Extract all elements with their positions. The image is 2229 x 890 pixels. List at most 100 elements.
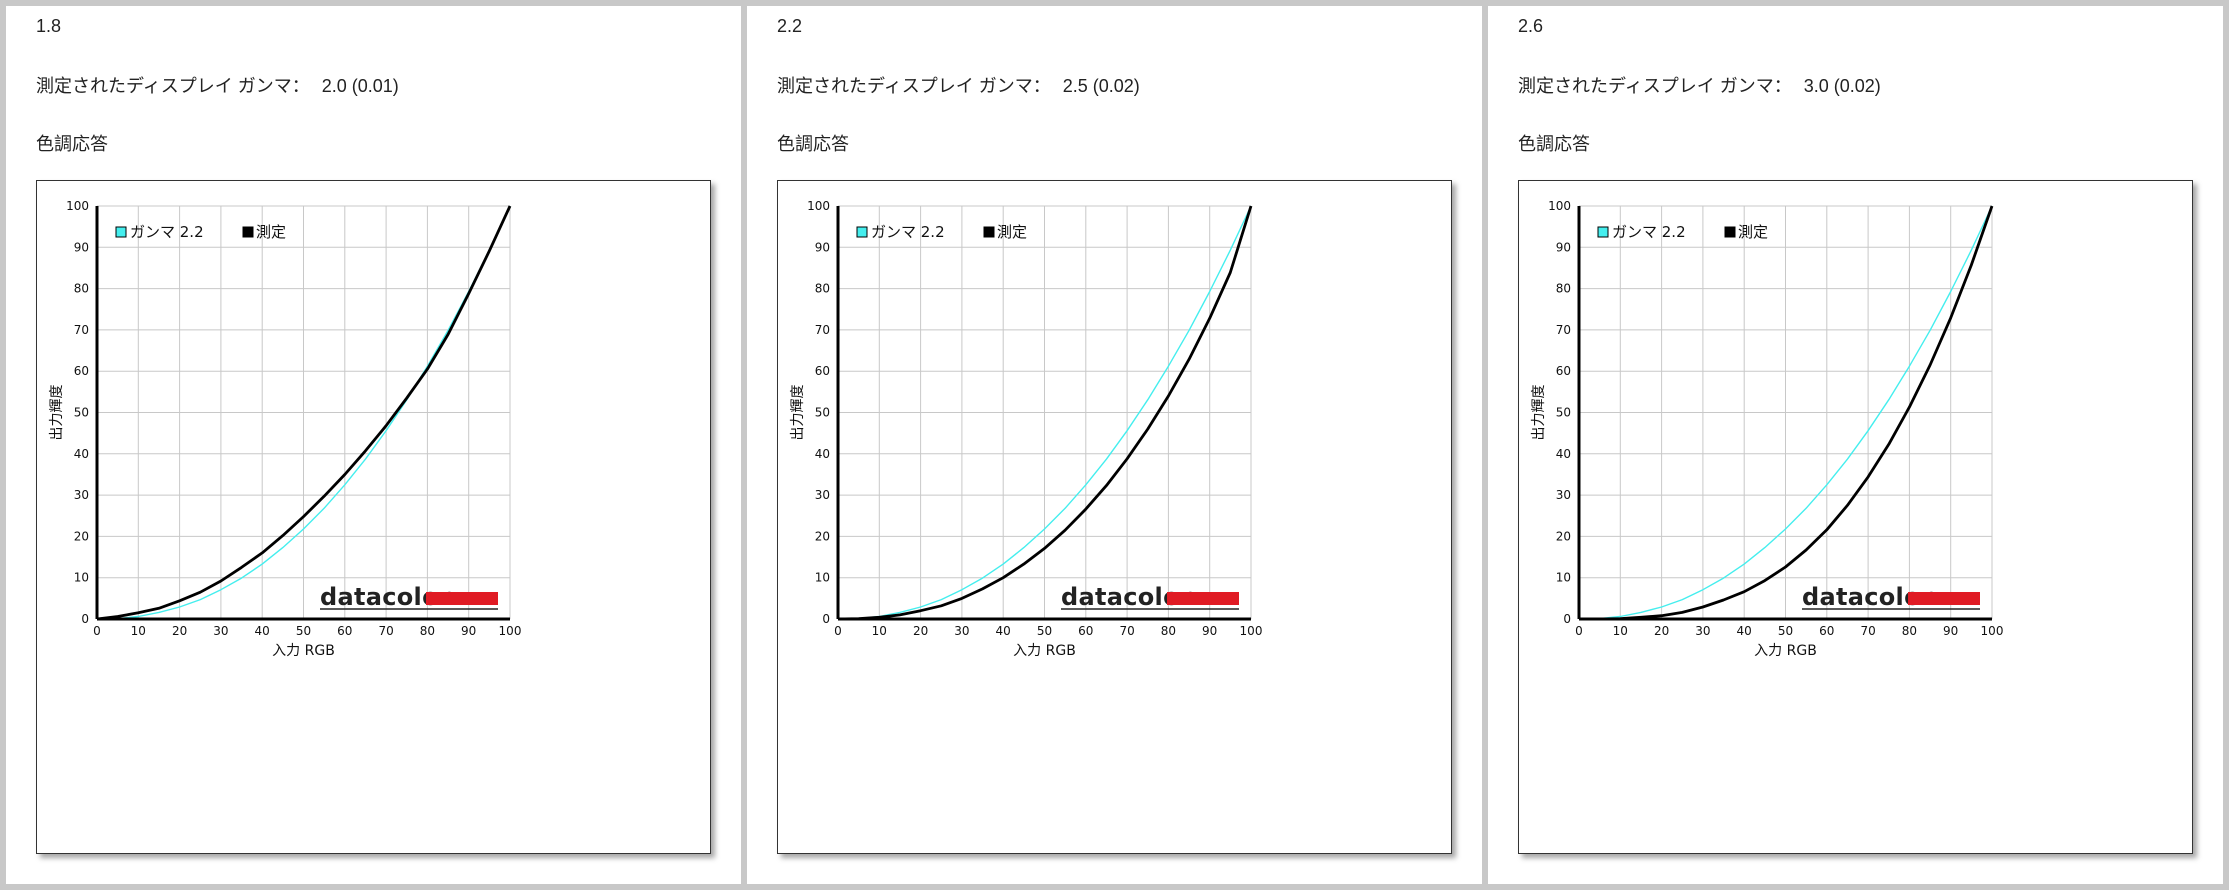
x-tick-label: 60: [1078, 624, 1093, 638]
legend-swatch-measured: [983, 226, 995, 238]
reference-series-line: [1578, 205, 1993, 620]
x-tick-label: 10: [872, 624, 887, 638]
x-tick-label: 0: [1575, 624, 1583, 638]
x-tick-label: 20: [913, 624, 928, 638]
x-tick-label: 40: [255, 624, 270, 638]
tone-response-heading: 色調応答: [36, 134, 108, 154]
logo-red-bar: [1167, 592, 1239, 605]
x-tick-label: 100: [1981, 624, 2004, 638]
x-axis-label: 入力 RGB: [1754, 643, 1817, 659]
x-tick-label: 30: [954, 624, 969, 638]
measured-gamma: 測定されたディスプレイ ガンマ： 2.5 (0.02): [777, 72, 1140, 98]
y-tick-label: 0: [1563, 612, 1571, 626]
legend-swatch-reference: [115, 226, 127, 238]
chart-svg: 0 10 20 30 40 50 60 70 80 90 100 0 10 20 30 40 50 60 70 80 9…: [49, 199, 521, 659]
x-axis-label: 入力 RGB: [1013, 643, 1076, 659]
y-tick-label: 60: [815, 364, 830, 378]
x-tick-label: 50: [1778, 624, 1793, 638]
x-tick-label: 10: [1613, 624, 1628, 638]
y-tick-label: 80: [1556, 282, 1571, 296]
y-tick-label: 90: [815, 240, 830, 254]
y-tick-label: 70: [815, 323, 830, 337]
x-tick-label: 80: [420, 624, 435, 638]
x-tick-label: 50: [296, 624, 311, 638]
y-axis-label: 出力輝度: [790, 385, 806, 441]
y-tick-label: 60: [1556, 364, 1571, 378]
x-tick-label: 70: [1860, 624, 1875, 638]
x-tick-label: 20: [172, 624, 187, 638]
legend-label-reference: ガンマ 2.2: [1612, 223, 1686, 241]
y-tick-label: 20: [74, 529, 89, 543]
y-tick-label: 40: [815, 447, 830, 461]
measured-series-line: [837, 205, 1253, 621]
tone-response-chart: 0 10 20 30 40 50 60 70 80 90 100 0 10 20 30 40 50 60 70 80 9…: [777, 180, 1452, 854]
panel-gamma-1-8: 1.8 測定されたディスプレイ ガンマ： 2.0 (0.01) 色調応答 0 10 2…: [6, 6, 741, 884]
reference-series-line: [837, 205, 1252, 620]
measured-series-line: [96, 205, 512, 621]
y-tick-label: 50: [1556, 406, 1571, 420]
panel-title: 2.2: [777, 16, 803, 36]
logo-red-bar: [426, 592, 498, 605]
x-tick-label: 10: [131, 624, 146, 638]
y-tick-label: 10: [74, 571, 89, 585]
y-tick-label: 10: [1556, 571, 1571, 585]
x-tick-label: 70: [1119, 624, 1134, 638]
legend-label-measured: 測定: [1738, 223, 1768, 241]
legend-swatch-measured: [1724, 226, 1736, 238]
x-tick-label: 20: [1654, 624, 1669, 638]
y-tick-label: 70: [1556, 323, 1571, 337]
panel-title: 1.8: [36, 16, 62, 36]
legend-swatch-reference: [1597, 226, 1609, 238]
x-tick-label: 30: [1695, 624, 1710, 638]
x-axis-label: 入力 RGB: [272, 643, 335, 659]
x-tick-label: 80: [1161, 624, 1176, 638]
legend-label-measured: 測定: [997, 223, 1027, 241]
y-tick-label: 0: [822, 612, 830, 626]
legend-label-measured: 測定: [256, 223, 286, 241]
measured-gamma: 測定されたディスプレイ ガンマ： 3.0 (0.02): [1518, 72, 1881, 98]
measured-gamma-value: 2.5 (0.02): [1062, 76, 1140, 96]
chart-svg: 0 10 20 30 40 50 60 70 80 90 100 0 10 20 30 40 50 60 70 80 9…: [790, 199, 1262, 659]
measured-gamma: 測定されたディスプレイ ガンマ： 2.0 (0.01): [36, 72, 399, 98]
tone-response-chart: 0 10 20 30 40 50 60 70 80 90 100 0 10 20 30 40 50 60 70 80 9…: [1518, 180, 2193, 854]
y-tick-label: 70: [74, 323, 89, 337]
x-tick-label: 60: [337, 624, 352, 638]
legend-label-reference: ガンマ 2.2: [871, 223, 945, 241]
y-tick-label: 80: [815, 282, 830, 296]
x-tick-label: 0: [834, 624, 842, 638]
measured-gamma-value: 3.0 (0.02): [1803, 76, 1881, 96]
y-tick-label: 100: [1548, 199, 1571, 213]
tone-response-chart: 0 10 20 30 40 50 60 70 80 90 100 0 10 20 30 40 50 60 70 80 9…: [36, 180, 711, 854]
tone-response-heading: 色調応答: [777, 134, 849, 154]
y-axis-label: 出力輝度: [1531, 385, 1547, 441]
measured-gamma-value: 2.0 (0.01): [321, 76, 399, 96]
y-tick-label: 10: [815, 571, 830, 585]
y-tick-label: 80: [74, 282, 89, 296]
y-tick-label: 100: [807, 199, 830, 213]
y-tick-label: 0: [81, 612, 89, 626]
x-tick-label: 40: [996, 624, 1011, 638]
x-tick-label: 80: [1902, 624, 1917, 638]
x-tick-label: 90: [1202, 624, 1217, 638]
reference-series-line: [96, 205, 511, 620]
x-tick-label: 0: [93, 624, 101, 638]
measured-gamma-label: 測定されたディスプレイ ガンマ：: [1518, 76, 1792, 96]
y-tick-label: 40: [74, 447, 89, 461]
x-tick-label: 70: [378, 624, 393, 638]
x-tick-label: 90: [461, 624, 476, 638]
y-tick-label: 60: [74, 364, 89, 378]
measured-series-line: [1579, 205, 1994, 621]
panel-title: 2.6: [1518, 16, 1544, 36]
panel-gamma-2-6: 2.6 測定されたディスプレイ ガンマ： 3.0 (0.02) 色調応答 0 10 2…: [1488, 6, 2223, 884]
y-tick-label: 90: [1556, 240, 1571, 254]
y-tick-label: 90: [74, 240, 89, 254]
x-tick-label: 40: [1737, 624, 1752, 638]
measured-gamma-label: 測定されたディスプレイ ガンマ：: [36, 76, 310, 96]
legend-swatch-reference: [856, 226, 868, 238]
y-tick-label: 50: [74, 406, 89, 420]
y-tick-label: 30: [1556, 488, 1571, 502]
y-tick-label: 20: [1556, 529, 1571, 543]
legend-swatch-measured: [242, 226, 254, 238]
x-tick-label: 30: [213, 624, 228, 638]
chart-svg: 0 10 20 30 40 50 60 70 80 90 100 0 10 20 30 40 50 60 70 80 9…: [1531, 199, 2004, 659]
